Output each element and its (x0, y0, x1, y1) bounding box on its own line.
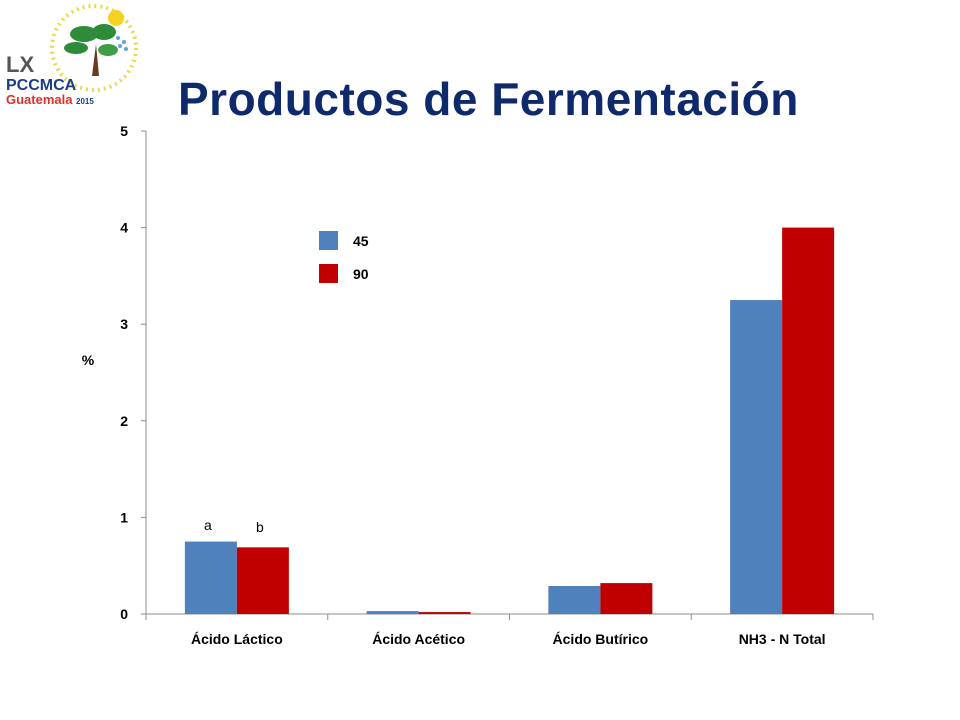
logo-sun-ring (50, 4, 138, 92)
y-axis-label: % (82, 352, 95, 368)
svg-text:Guatemala: Guatemala (6, 92, 73, 107)
svg-text:LX: LX (6, 52, 34, 77)
bar-90-0 (236, 547, 289, 614)
x-category-label: Ácido Láctico (191, 631, 283, 647)
y-tick-label: 2 (120, 413, 128, 429)
bar-90-3 (782, 227, 835, 614)
chart-bars (184, 227, 835, 614)
x-category-label: Ácido Butírico (553, 631, 649, 647)
chart-legend: 45 90 (319, 231, 369, 283)
legend-label: 45 (353, 233, 369, 249)
x-category-label: Ácido Acético (372, 631, 465, 647)
legend-swatch-45 (319, 231, 338, 250)
bar-45-3 (730, 300, 783, 614)
x-category-label: NH3 - N Total (739, 631, 826, 647)
y-tick-label: 0 (120, 606, 128, 622)
bar-annotation: a (204, 517, 212, 533)
logo-sun-icon (108, 10, 124, 26)
bar-90-1 (418, 612, 471, 614)
logo-rain-icon (116, 36, 128, 51)
y-tick-label: 5 (120, 123, 128, 139)
legend-swatch-90 (319, 264, 338, 283)
bar-45-0 (184, 541, 237, 614)
bar-45-2 (548, 585, 601, 614)
y-tick-label: 3 (120, 316, 128, 332)
svg-text:PCCMCA: PCCMCA (6, 77, 77, 94)
logo-wordmark: LX PCCMCA Guatemala 2015 (6, 52, 94, 107)
bar-90-2 (600, 583, 653, 614)
y-tick-label: 1 (120, 509, 128, 525)
bar-45-1 (366, 611, 419, 614)
bar-annotation: b (256, 519, 264, 535)
svg-text:2015: 2015 (76, 97, 94, 106)
logo-tree-icon (64, 24, 118, 76)
legend-label: 90 (353, 266, 369, 282)
pccmca-logo: LX PCCMCA Guatemala 2015 (6, 4, 138, 107)
page-title: Productos de Fermentación (178, 73, 799, 125)
y-tick-label: 4 (120, 220, 128, 236)
